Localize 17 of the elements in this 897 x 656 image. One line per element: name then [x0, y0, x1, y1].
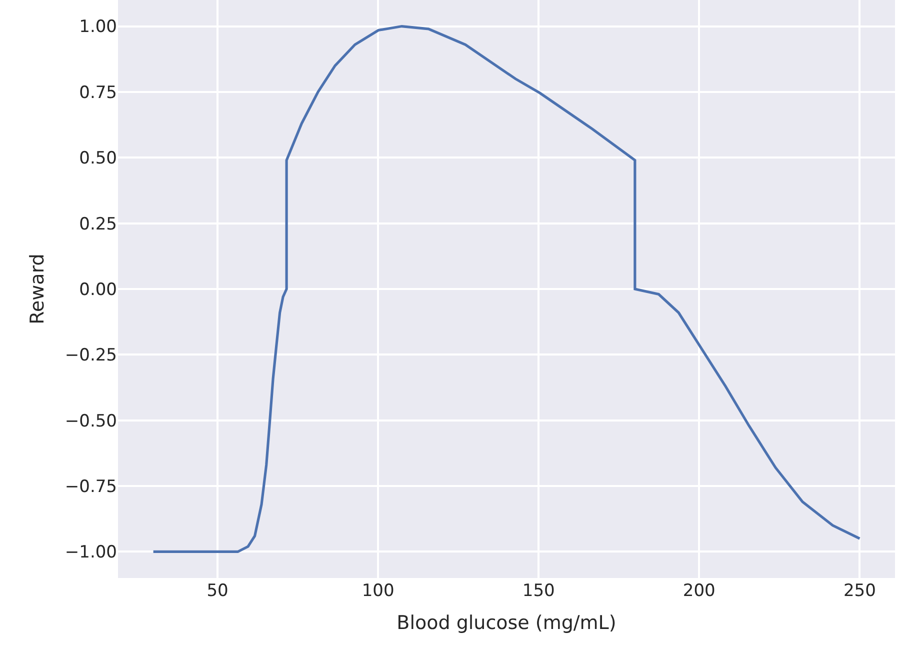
x-tick-label: 200: [682, 581, 716, 601]
x-tick-label: 100: [362, 581, 394, 601]
x-axis-title: Blood glucose (mg/mL): [396, 612, 616, 634]
y-tick-label: 0.75: [79, 82, 117, 103]
y-tick-label: 1.00: [79, 17, 117, 38]
y-axis-title: Reward: [26, 254, 49, 324]
y-tick-label: −0.25: [64, 346, 117, 366]
x-tick-label: 150: [522, 581, 555, 601]
line-series: [152, 24, 861, 554]
y-tick-label: −0.50: [64, 411, 117, 432]
y-tick-label: −1.00: [64, 542, 117, 563]
y-tick-label: −0.75: [64, 477, 117, 497]
y-tick-label: 0.00: [79, 280, 117, 300]
y-tick-label: 0.50: [79, 148, 117, 169]
y-tick-label: 0.25: [79, 214, 117, 234]
x-tick-label: 250: [843, 581, 876, 601]
x-tick-label: 50: [206, 581, 228, 601]
